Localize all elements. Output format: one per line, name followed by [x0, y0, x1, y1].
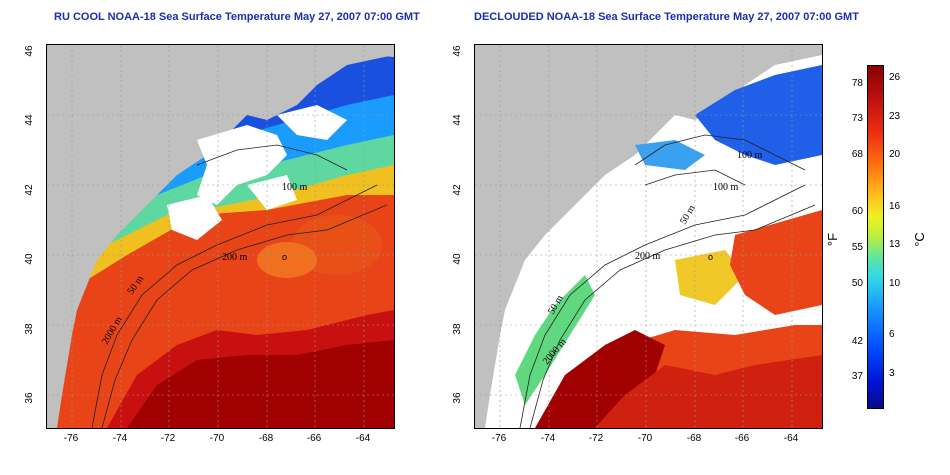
contour-label: 200 m: [222, 252, 248, 263]
shelf-water-patch: [515, 275, 595, 405]
land-mass: [47, 45, 394, 428]
graticule: [47, 45, 394, 428]
bathymetry-contours: [91, 144, 388, 428]
contour-label: 100 m: [737, 150, 763, 161]
lat-tick: 46: [452, 45, 463, 57]
fahrenheit-tick: 55: [851, 242, 863, 253]
celsius-tick: 20: [889, 149, 901, 160]
nova-scotia-land: [287, 45, 394, 65]
lon-tick: -74: [540, 433, 556, 444]
lon-tick: -70: [637, 433, 653, 444]
celsius-tick: 16: [889, 201, 901, 212]
lon-tick: -70: [209, 433, 225, 444]
celsius-tick: 6: [889, 329, 895, 340]
lon-tick: -72: [160, 433, 176, 444]
celsius-unit-label: °C: [911, 232, 927, 247]
gulf-stream-edge: [595, 355, 822, 428]
warm-slope-patch: [675, 250, 745, 305]
celsius-tick: 23: [889, 111, 901, 122]
fahrenheit-tick: 60: [851, 206, 863, 217]
lon-tick: -76: [63, 433, 79, 444]
cloud-patch-2: [277, 105, 347, 140]
fahrenheit-tick: 42: [851, 336, 863, 347]
raw-sst-map: 200 m 100 m 2000 m 50 m o: [46, 44, 395, 429]
lat-tick: 38: [452, 323, 463, 335]
celsius-tick: 10: [889, 278, 901, 289]
cloud-patch: [197, 125, 287, 205]
graticule: [475, 45, 822, 428]
declouded-sst-map-canvas: 100 m 100 m 50 m 200 m 50 m 2000 m o: [475, 45, 822, 428]
land-mass: [475, 45, 822, 428]
warm-eddy: [730, 210, 822, 315]
lon-tick: -66: [306, 433, 322, 444]
lat-tick: 36: [24, 392, 35, 404]
lat-tick: 36: [452, 392, 463, 404]
contour-label: 100 m: [713, 182, 739, 193]
lat-tick: 40: [24, 253, 35, 265]
fahrenheit-tick: 37: [851, 371, 863, 382]
declouded-sst-map: 100 m 100 m 50 m 200 m 50 m 2000 m o: [474, 44, 823, 429]
lat-tick: 38: [24, 323, 35, 335]
celsius-tick: 3: [889, 368, 895, 379]
left-map-title: RU COOL NOAA-18 Sea Surface Temperature …: [54, 11, 420, 23]
lat-tick: 44: [452, 114, 463, 126]
raw-sst-map-canvas: 200 m 100 m 2000 m 50 m o: [47, 45, 394, 428]
lon-tick: -64: [355, 433, 371, 444]
lon-tick: -68: [686, 433, 702, 444]
celsius-tick: 13: [889, 239, 901, 250]
lon-tick: -74: [112, 433, 128, 444]
fahrenheit-tick: 68: [851, 149, 863, 160]
cloud-patch-4: [247, 175, 297, 210]
bathymetry-contours: [519, 134, 816, 428]
gulf-stream-core: [535, 330, 665, 428]
station-marker: o: [708, 252, 713, 262]
temperature-colorbar: [867, 65, 884, 409]
cold-water-patch: [695, 65, 822, 165]
station-marker: o: [282, 252, 287, 262]
right-map-title: DECLOUDED NOAA-18 Sea Surface Temperatur…: [474, 11, 859, 23]
warm-eddy-2: [257, 242, 317, 278]
fahrenheit-unit-label: °F: [825, 232, 841, 247]
fahrenheit-tick: 50: [851, 278, 863, 289]
fahrenheit-tick: 78: [851, 78, 863, 89]
cool-water-patch: [635, 140, 705, 170]
lat-tick: 42: [24, 184, 35, 196]
lat-tick: 42: [452, 184, 463, 196]
lat-tick: 40: [452, 253, 463, 265]
contour-label: 200 m: [635, 251, 661, 262]
fahrenheit-tick: 73: [851, 113, 863, 124]
lon-tick: -66: [734, 433, 750, 444]
gulf-stream-core: [127, 340, 394, 428]
lon-tick: -72: [588, 433, 604, 444]
lon-tick: -76: [491, 433, 507, 444]
cloud-patch-3: [167, 195, 222, 240]
lon-tick: -68: [258, 433, 274, 444]
lon-tick: -64: [783, 433, 799, 444]
lat-tick: 44: [24, 114, 35, 126]
celsius-tick: 26: [889, 72, 901, 83]
lat-tick: 46: [24, 45, 35, 57]
contour-label: 100 m: [282, 182, 308, 193]
